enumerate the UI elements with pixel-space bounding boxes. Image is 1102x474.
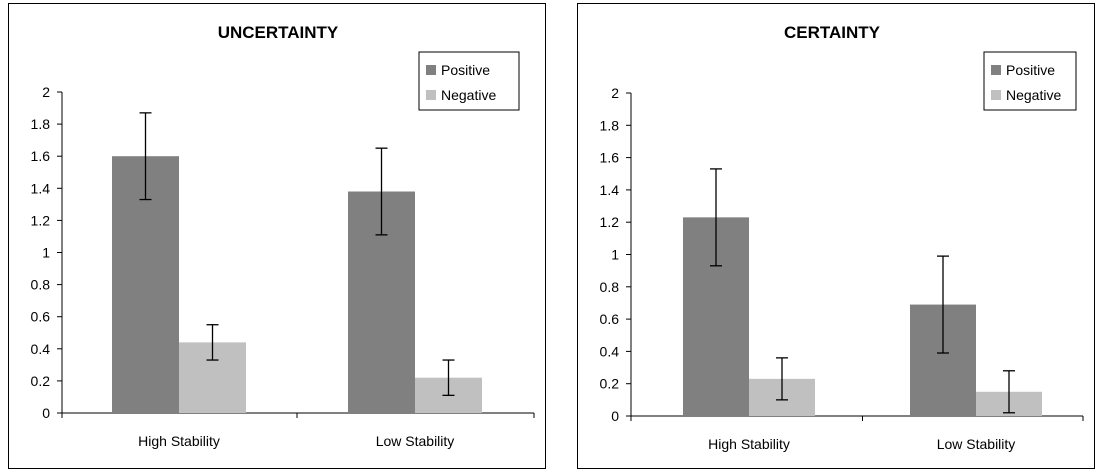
y-tick-label: 1 (611, 247, 619, 263)
y-tick-label: 1.6 (600, 150, 620, 166)
y-tick-label: 2 (611, 85, 619, 101)
legend-swatch-negative (991, 90, 1001, 100)
legend-label-negative: Negative (441, 87, 496, 103)
y-tick-label: 0.8 (600, 279, 620, 295)
y-tick-label: 1.4 (31, 180, 51, 196)
legend-label-negative: Negative (1006, 87, 1061, 103)
x-category-label: Low Stability (937, 436, 1016, 452)
y-tick-label: 0.4 (600, 343, 620, 359)
x-category-label: High Stability (708, 436, 790, 452)
legend-swatch-positive (426, 65, 436, 75)
y-tick-label: 1.2 (600, 214, 620, 230)
legend-box (418, 51, 520, 111)
legend-label-positive: Positive (1006, 62, 1055, 78)
uncertainty-chart-panel: UNCERTAINTY 0 0.2 0.4 0.6 0.8 1 1.2 1.4 1.6 1.8 2 Hi… (8, 3, 546, 469)
y-tick-label: 0.6 (600, 311, 620, 327)
y-tick-label: 0.8 (31, 277, 51, 293)
certainty-chart-panel: CERTAINTY 0 0.2 0.4 0.6 0.8 1 1.2 1.4 1.6 1.8 2 High… (577, 3, 1095, 469)
y-tick-label: 1.8 (31, 116, 51, 132)
y-tick-label: 0.2 (31, 373, 51, 389)
y-tick-label: 0 (611, 408, 619, 424)
certainty-chart: CERTAINTY 0 0.2 0.4 0.6 0.8 1 1.2 1.4 1.6 1.8 2 High… (600, 23, 1084, 452)
y-tick-label: 1.6 (31, 148, 51, 164)
x-category-label: Low Stability (376, 433, 455, 449)
x-category-label: High Stability (138, 433, 220, 449)
legend-swatch-positive (991, 65, 1001, 75)
y-tick-label: 0.6 (31, 309, 51, 325)
legend-box (983, 51, 1077, 111)
chart-title: CERTAINTY (784, 23, 881, 42)
legend-label-positive: Positive (441, 62, 490, 78)
uncertainty-chart: UNCERTAINTY 0 0.2 0.4 0.6 0.8 1 1.2 1.4 1.6 1.8 2 Hi… (31, 23, 535, 449)
chart-title: UNCERTAINTY (218, 23, 339, 42)
y-tick-label: 1.4 (600, 182, 620, 198)
y-tick-label: 1 (42, 245, 50, 261)
y-tick-label: 0 (42, 405, 50, 421)
y-tick-label: 1.8 (600, 117, 620, 133)
y-tick-label: 0.2 (600, 376, 620, 392)
y-tick-label: 0.4 (31, 341, 51, 357)
y-tick-label: 2 (42, 84, 50, 100)
y-tick-label: 1.2 (31, 212, 51, 228)
legend-swatch-negative (426, 90, 436, 100)
